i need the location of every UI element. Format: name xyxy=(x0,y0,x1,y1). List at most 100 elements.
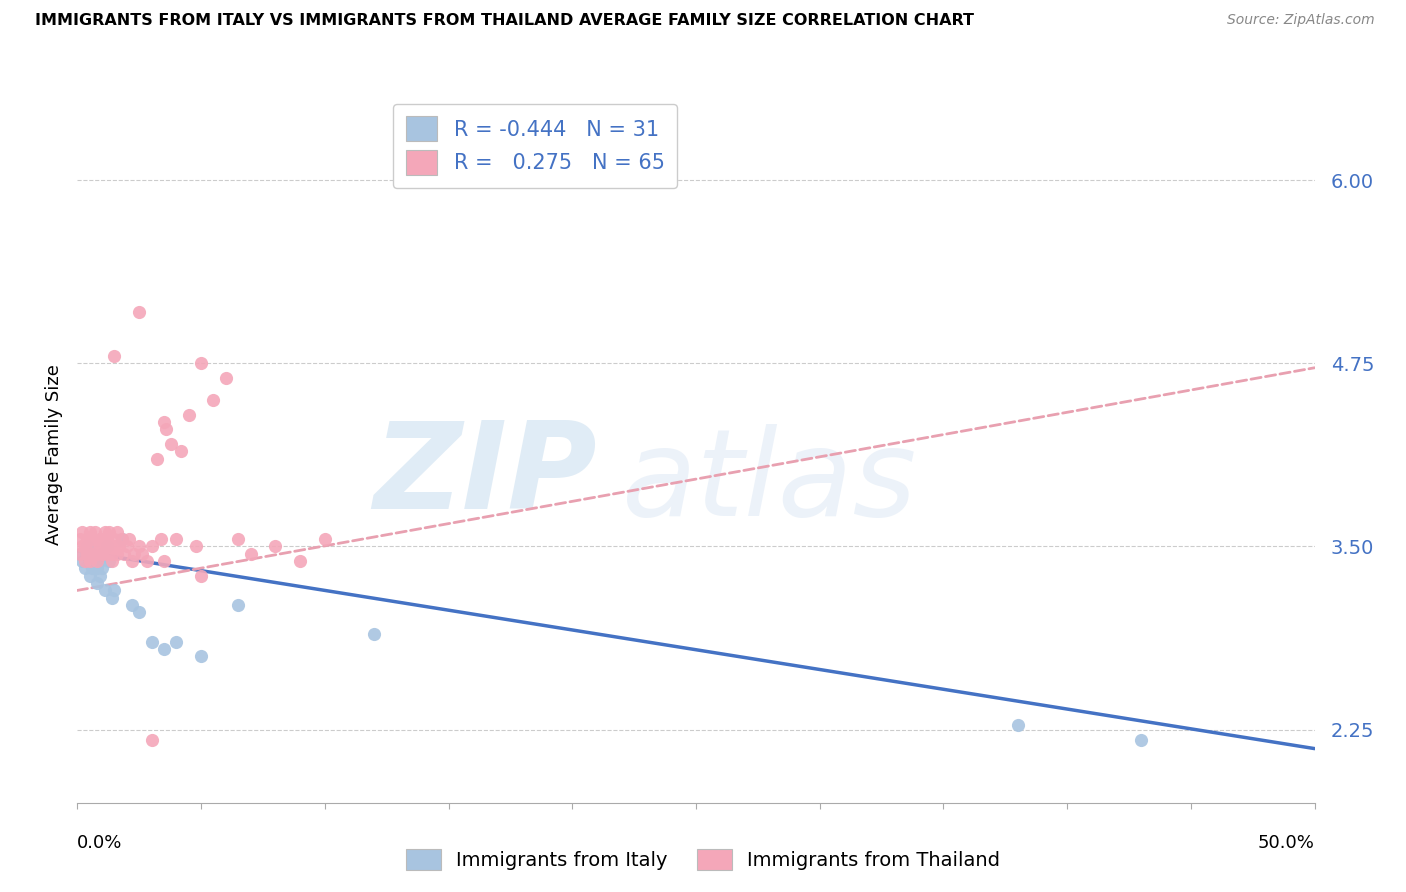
Point xyxy=(264,540,287,554)
Point xyxy=(82,547,104,561)
Point xyxy=(145,451,167,466)
Point xyxy=(226,532,249,546)
Point xyxy=(96,532,118,546)
Point xyxy=(76,532,98,546)
Point xyxy=(83,554,105,568)
Point xyxy=(128,606,150,620)
Point xyxy=(1007,718,1029,732)
Point xyxy=(101,591,124,605)
Point xyxy=(121,598,143,612)
Point xyxy=(82,561,104,575)
Legend: R = -0.444   N = 31, R =   0.275   N = 65: R = -0.444 N = 31, R = 0.275 N = 65 xyxy=(394,103,678,187)
Point xyxy=(1130,732,1153,747)
Point xyxy=(314,532,336,546)
Point xyxy=(79,568,101,582)
Point xyxy=(89,540,111,554)
Point xyxy=(98,524,121,539)
Point xyxy=(91,547,114,561)
Point xyxy=(69,547,91,561)
Point xyxy=(135,554,157,568)
Y-axis label: Average Family Size: Average Family Size xyxy=(45,365,63,545)
Point xyxy=(79,524,101,539)
Point xyxy=(150,532,173,546)
Point xyxy=(86,576,108,591)
Point xyxy=(86,554,108,568)
Point xyxy=(83,540,105,554)
Point xyxy=(73,554,96,568)
Point xyxy=(111,532,134,546)
Point xyxy=(363,627,385,641)
Point xyxy=(76,540,98,554)
Point xyxy=(69,532,91,546)
Point xyxy=(86,561,108,575)
Point xyxy=(72,554,94,568)
Point xyxy=(91,532,114,546)
Point xyxy=(105,547,128,561)
Point xyxy=(177,408,200,422)
Point xyxy=(239,547,262,561)
Point xyxy=(115,540,138,554)
Text: 50.0%: 50.0% xyxy=(1258,834,1315,852)
Point xyxy=(101,554,124,568)
Point xyxy=(141,732,163,747)
Point xyxy=(141,634,163,648)
Point xyxy=(93,540,115,554)
Point xyxy=(165,532,187,546)
Point xyxy=(96,547,118,561)
Point xyxy=(89,554,111,568)
Point xyxy=(153,415,176,429)
Point xyxy=(79,554,101,568)
Point xyxy=(128,305,150,319)
Point xyxy=(105,524,128,539)
Point xyxy=(190,649,212,664)
Point xyxy=(131,547,153,561)
Point xyxy=(215,371,238,385)
Point xyxy=(79,554,101,568)
Point xyxy=(103,532,125,546)
Point xyxy=(103,540,125,554)
Text: atlas: atlas xyxy=(621,425,917,541)
Point xyxy=(202,392,225,407)
Point xyxy=(288,554,311,568)
Point xyxy=(93,583,115,598)
Point xyxy=(122,547,145,561)
Point xyxy=(112,547,135,561)
Point xyxy=(190,568,212,582)
Point xyxy=(184,540,207,554)
Point xyxy=(69,547,91,561)
Point xyxy=(153,554,176,568)
Point xyxy=(141,540,163,554)
Point xyxy=(170,444,193,458)
Point xyxy=(82,547,104,561)
Point xyxy=(91,547,114,561)
Point xyxy=(153,642,176,657)
Point xyxy=(82,532,104,546)
Point xyxy=(91,561,114,575)
Point xyxy=(98,540,121,554)
Point xyxy=(103,583,125,598)
Point xyxy=(76,547,98,561)
Point xyxy=(165,634,187,648)
Point xyxy=(72,540,94,554)
Point xyxy=(111,532,134,546)
Text: 0.0%: 0.0% xyxy=(77,834,122,852)
Point xyxy=(226,598,249,612)
Text: ZIP: ZIP xyxy=(373,417,598,534)
Point xyxy=(121,554,143,568)
Point xyxy=(108,540,131,554)
Point xyxy=(155,422,177,436)
Point xyxy=(72,524,94,539)
Point xyxy=(73,561,96,575)
Point xyxy=(160,437,183,451)
Legend: Immigrants from Italy, Immigrants from Thailand: Immigrants from Italy, Immigrants from T… xyxy=(398,841,1008,878)
Point xyxy=(93,524,115,539)
Text: IMMIGRANTS FROM ITALY VS IMMIGRANTS FROM THAILAND AVERAGE FAMILY SIZE CORRELATIO: IMMIGRANTS FROM ITALY VS IMMIGRANTS FROM… xyxy=(35,13,974,29)
Point xyxy=(96,540,118,554)
Point xyxy=(89,568,111,582)
Point xyxy=(98,554,121,568)
Point xyxy=(101,547,124,561)
Point xyxy=(128,540,150,554)
Point xyxy=(83,524,105,539)
Point xyxy=(73,540,96,554)
Point xyxy=(86,547,108,561)
